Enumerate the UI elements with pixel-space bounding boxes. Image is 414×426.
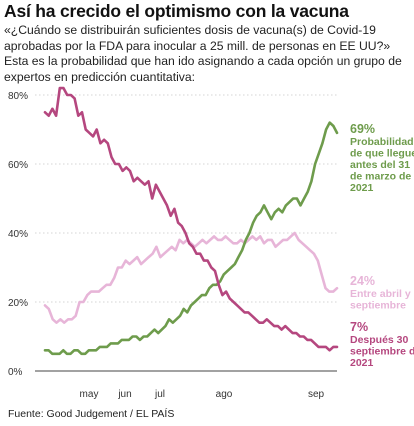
- y-tick-label: 80%: [8, 91, 28, 102]
- series-name-label-magenta: 2021: [350, 357, 374, 369]
- y-tick-label: 0%: [8, 367, 23, 378]
- x-tick-label: jul: [154, 389, 165, 400]
- series-name-label-pink: Entre abril y: [350, 288, 411, 300]
- series-value-label-green: 69%: [350, 122, 375, 136]
- chart-subtitle: «¿Cuándo se distribuirán suficientes dos…: [4, 23, 402, 84]
- series-name-label-green: 2021: [350, 182, 374, 194]
- series-value-label-magenta: 7%: [350, 320, 368, 334]
- series-name-label-pink: septiembre: [350, 300, 406, 312]
- x-tick-label: jun: [117, 389, 131, 400]
- series-name-label-green: de marzo de: [350, 171, 411, 183]
- x-axis-tick-labels: may jun jul ago sep: [80, 389, 325, 400]
- source-note: Fuente: Good Judgement / EL PAÍS: [8, 408, 175, 420]
- chart-title: Así ha crecido el optimismo con la vacun…: [4, 1, 349, 21]
- series-value-label-pink: 24%: [350, 274, 375, 288]
- series-line-magenta: [43, 86, 339, 352]
- series-name-label-magenta: Después 30: [350, 334, 409, 346]
- y-axis-tick-labels: 0% 20% 40% 60% 80%: [8, 91, 28, 378]
- series-lines: [43, 86, 339, 356]
- gridlines: [35, 94, 337, 372]
- series-line-green: [43, 121, 339, 356]
- series-name-label-magenta: septiembre de: [350, 346, 414, 358]
- series-name-label-green: antes del 31: [350, 159, 410, 171]
- x-tick-label: sep: [308, 389, 325, 400]
- x-tick-label: may: [80, 389, 99, 400]
- x-tick-label: ago: [216, 389, 233, 400]
- series-name-label-green: de que llegue: [350, 148, 414, 160]
- y-tick-label: 40%: [8, 229, 28, 240]
- y-tick-label: 20%: [8, 298, 28, 309]
- series-name-label-green: Probabilidad: [350, 136, 414, 148]
- y-tick-label: 60%: [8, 160, 28, 171]
